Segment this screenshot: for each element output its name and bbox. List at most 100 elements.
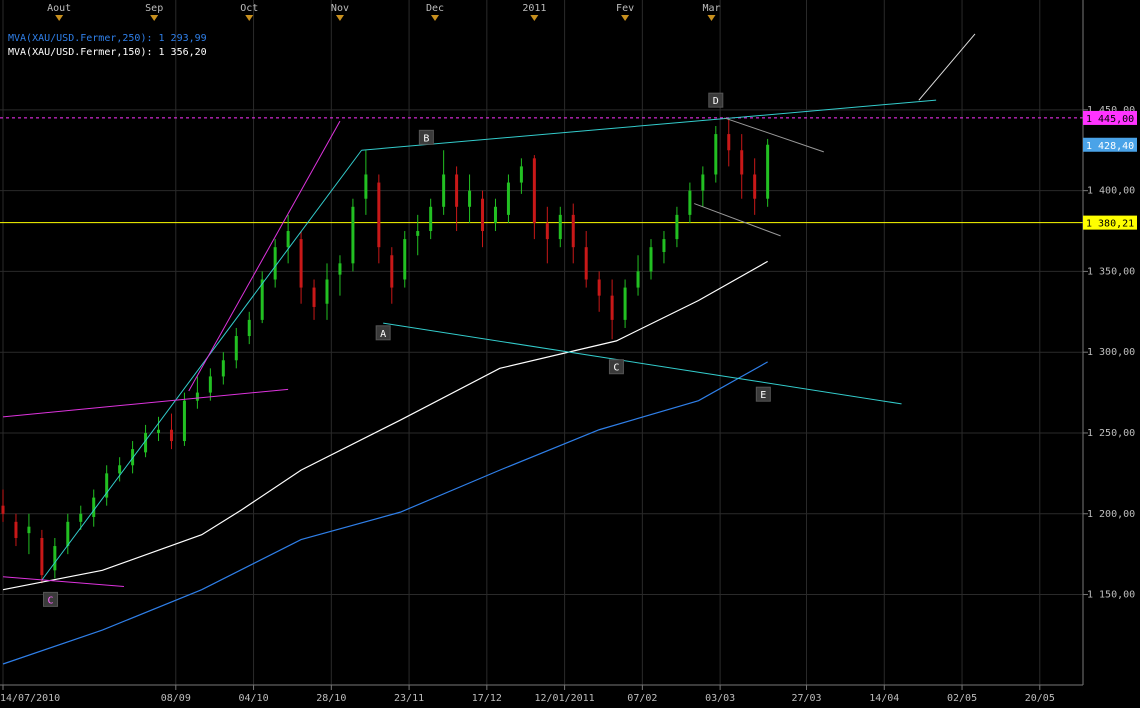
candle-body: [766, 144, 770, 199]
month-label: Dec: [426, 3, 444, 14]
candle-body: [208, 376, 212, 393]
trendline: [2, 576, 124, 587]
annotation-label: C: [48, 595, 54, 606]
y-tick-label: 1 450,00: [1087, 105, 1135, 116]
candle-body: [455, 174, 459, 207]
x-tick-label: 20/05: [1025, 693, 1055, 704]
price-flag-label: 1 428,40: [1086, 141, 1134, 152]
legend-entry: MVA(XAU/USD.Fermer,250): 1 293,99: [8, 33, 207, 44]
month-label: Sep: [145, 3, 163, 14]
candle-body: [195, 392, 199, 401]
candle-body: [377, 182, 381, 248]
x-tick-label: 14/07/2010: [0, 693, 60, 704]
candle-body: [429, 206, 433, 232]
candle-body: [27, 526, 31, 534]
annotation-box: [375, 325, 391, 341]
grid: [0, 0, 1083, 685]
y-tick-label: 1 400,00: [1087, 186, 1135, 197]
candle-body: [40, 537, 44, 576]
candle-body: [481, 198, 485, 232]
legend-entry: MVA(XAU/USD.Fermer,150): 1 356,20: [8, 47, 207, 58]
month-label: Fev: [616, 3, 634, 14]
y-tick-label: 1 300,00: [1087, 347, 1135, 358]
moving-average: [2, 260, 768, 591]
candle-body: [753, 174, 757, 199]
candle-body: [351, 206, 355, 264]
candle-body: [623, 287, 627, 320]
annotation-box: [608, 359, 624, 375]
annotation-label: A: [380, 329, 386, 340]
annotation-box: [418, 129, 434, 145]
moving-average: [2, 361, 768, 665]
trendline: [694, 203, 781, 237]
month-marker: [621, 15, 630, 21]
trendline: [2, 388, 289, 418]
price-flag: [1083, 110, 1137, 125]
candle-body: [688, 190, 692, 215]
x-tick-label: 12/01/2011: [534, 693, 594, 704]
price-flag-label: 1 380,21: [1086, 219, 1134, 230]
x-tick-label: 28/10: [316, 693, 346, 704]
candle-body: [53, 546, 57, 571]
month-label: Oct: [240, 3, 258, 14]
candle-body: [701, 174, 705, 191]
x-tick-label: 17/12: [472, 693, 502, 704]
candle-body: [157, 429, 161, 433]
annotation-box: [708, 92, 724, 108]
trendline: [724, 117, 824, 153]
candle-body: [299, 239, 303, 288]
month-marker: [707, 15, 716, 21]
candle-body: [325, 279, 329, 304]
candle-body: [649, 247, 653, 272]
candle-body: [571, 214, 575, 248]
candle-body: [727, 134, 731, 151]
candle-body: [493, 206, 497, 223]
month-marker: [245, 15, 254, 21]
candle-body: [558, 214, 562, 240]
candle-body: [66, 521, 70, 547]
y-tick-label: 1 250,00: [1087, 428, 1135, 439]
candle-body: [675, 214, 679, 240]
candle-body: [442, 174, 446, 207]
candle-body: [312, 287, 316, 307]
trendline: [188, 120, 341, 392]
candle-body: [403, 239, 407, 280]
month-marker: [431, 15, 439, 21]
month-label: Mar: [702, 3, 720, 14]
candle-body: [286, 231, 290, 248]
month-marker: [55, 15, 64, 21]
y-tick-label: 1 350,00: [1087, 266, 1135, 277]
x-tick-label: 03/03: [705, 693, 735, 704]
annotation-label: B: [423, 133, 429, 144]
candle-body: [390, 255, 394, 288]
candle-body: [105, 473, 109, 498]
candle-body: [519, 166, 523, 183]
candle-body: [714, 134, 718, 175]
month-marker: [150, 15, 159, 21]
trendline: [383, 322, 902, 405]
month-marker: [530, 15, 539, 21]
x-tick-label: 23/11: [394, 693, 424, 704]
candle-body: [247, 319, 251, 337]
candle-body: [221, 360, 225, 377]
x-tick-label: 27/03: [791, 693, 821, 704]
candle-body: [92, 497, 96, 517]
candle-body: [740, 150, 744, 175]
annotation-label: D: [713, 96, 719, 107]
candle-body: [610, 295, 614, 320]
x-tick-label: 08/09: [161, 693, 191, 704]
candle-body: [1, 505, 5, 514]
candle-body: [182, 400, 186, 442]
y-tick-label: 1 200,00: [1087, 509, 1135, 520]
candle-body: [416, 231, 420, 236]
candle-body: [260, 279, 264, 320]
annotation-box: [755, 386, 771, 402]
candle-body: [234, 336, 238, 361]
plot-area: C A B C D E: [0, 33, 1083, 665]
trendline: [918, 33, 976, 101]
candle-body: [14, 521, 18, 538]
month-marker: [335, 15, 344, 21]
price-flag: [1083, 215, 1137, 230]
